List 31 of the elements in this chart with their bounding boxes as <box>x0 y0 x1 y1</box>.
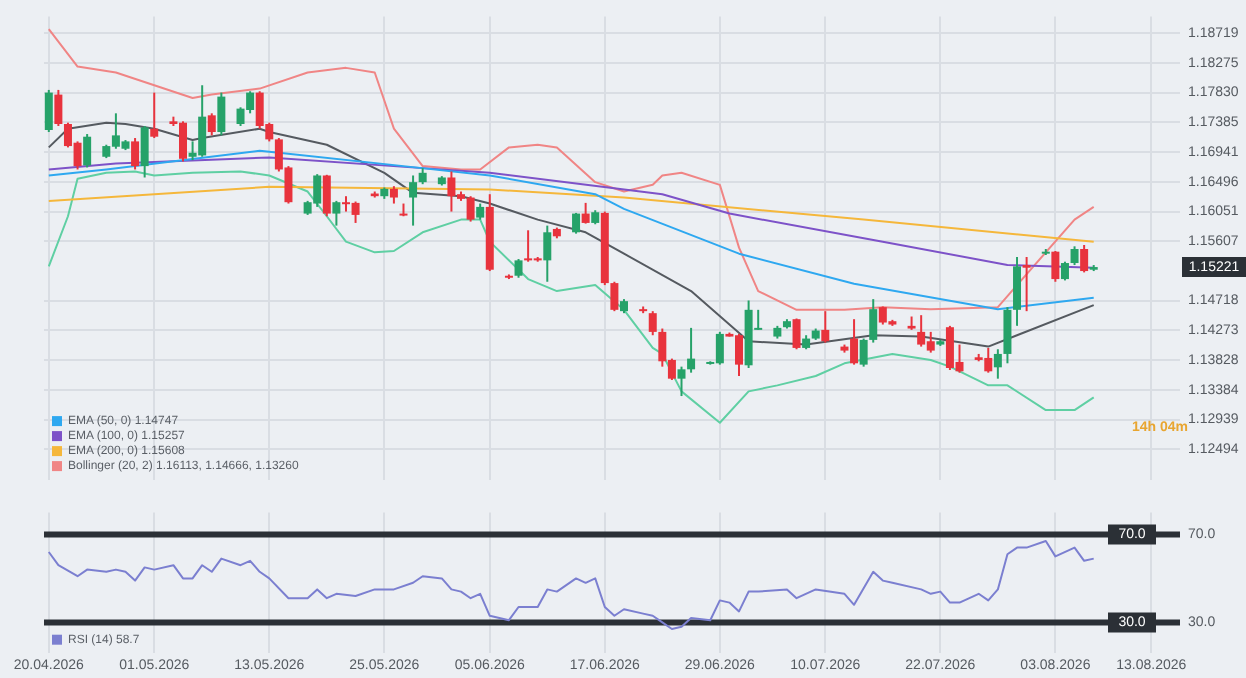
candlestick <box>677 365 686 398</box>
candlestick <box>207 112 216 137</box>
candlestick <box>869 298 878 344</box>
candlestick <box>1080 243 1089 274</box>
candlestick <box>54 88 63 128</box>
candlestick <box>44 88 53 134</box>
candlestick <box>322 173 331 218</box>
candlestick <box>1022 256 1031 313</box>
candlestick <box>648 310 657 337</box>
candlestick <box>1051 250 1060 283</box>
candlestick <box>217 91 226 137</box>
candlestick <box>581 201 590 225</box>
candlestick <box>1013 256 1022 327</box>
candlestick <box>792 317 801 351</box>
candlestick <box>572 211 581 235</box>
candlestick <box>859 337 868 368</box>
candlestick <box>993 348 1002 380</box>
candlestick <box>332 199 341 227</box>
candlestick <box>821 310 830 344</box>
candlestick <box>150 91 159 140</box>
candlestick <box>1003 306 1012 365</box>
candlestick <box>83 133 92 169</box>
candlestick <box>543 224 552 283</box>
candlestick <box>1070 245 1079 267</box>
candlestick <box>1060 260 1069 282</box>
candlestick <box>140 125 149 179</box>
candlestick <box>131 137 140 171</box>
candlestick <box>409 174 418 227</box>
candlestick <box>687 326 696 374</box>
candlestick <box>610 280 619 313</box>
candlestick <box>514 258 523 279</box>
